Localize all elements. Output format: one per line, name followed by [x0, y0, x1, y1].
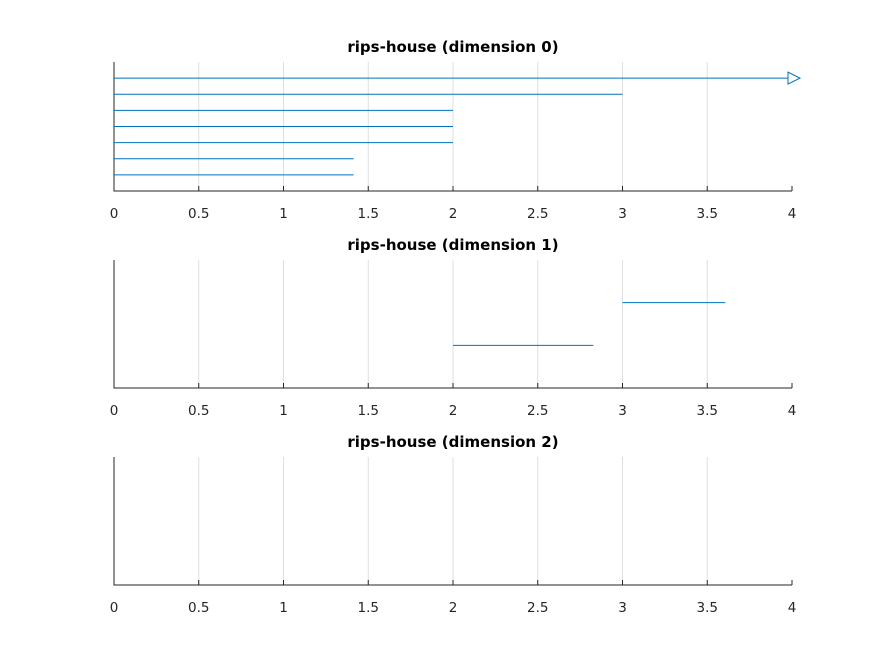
x-tick-label: 4 [788, 600, 797, 616]
x-tick-label: 1.5 [358, 403, 379, 419]
infinite-arrow-marker [787, 71, 802, 85]
x-tick-label: 2.5 [527, 403, 548, 419]
x-tick-label: 1.5 [358, 206, 379, 222]
x-tick-label: 3 [618, 403, 627, 419]
x-tick-label: 2.5 [527, 206, 548, 222]
panel-dimension-1: rips-house (dimension 1) 0 0.5 1 1.5 2 2.5 3 3.… [110, 236, 797, 419]
x-tick-label: 1.5 [358, 600, 379, 616]
x-tick-label: 0 [110, 403, 119, 419]
x-tick-label: 2 [449, 206, 458, 222]
x-tick-label: 0 [110, 600, 119, 616]
x-tick-label: 3 [618, 206, 627, 222]
x-tick-label: 3.5 [697, 600, 718, 616]
x-tick-label: 1 [279, 206, 288, 222]
panel-dimension-0: rips-house (dimension 0) 0 0.5 1 1.5 2 2.5 3 3.… [110, 38, 802, 222]
x-tick-label: 0.5 [188, 403, 209, 419]
x-tick-label: 3.5 [697, 403, 718, 419]
panel-title: rips-house (dimension 2) [347, 433, 558, 451]
x-tick-label: 0.5 [188, 206, 209, 222]
x-tick-label: 4 [788, 403, 797, 419]
panel-dimension-2: rips-house (dimension 2) 0 0.5 1 1.5 2 2.5 3 3.… [110, 433, 797, 616]
x-tick-label: 2 [449, 403, 458, 419]
x-tick-label: 2.5 [527, 600, 548, 616]
x-tick-label: 0.5 [188, 600, 209, 616]
x-tick-label: 0 [110, 206, 119, 222]
panel-title: rips-house (dimension 1) [347, 236, 558, 254]
panel-title: rips-house (dimension 0) [347, 38, 558, 56]
x-tick-label: 4 [788, 206, 797, 222]
x-tick-label: 1 [279, 403, 288, 419]
x-tick-label: 3 [618, 600, 627, 616]
x-tick-label: 2 [449, 600, 458, 616]
x-tick-label: 3.5 [697, 206, 718, 222]
x-tick-label: 1 [279, 600, 288, 616]
